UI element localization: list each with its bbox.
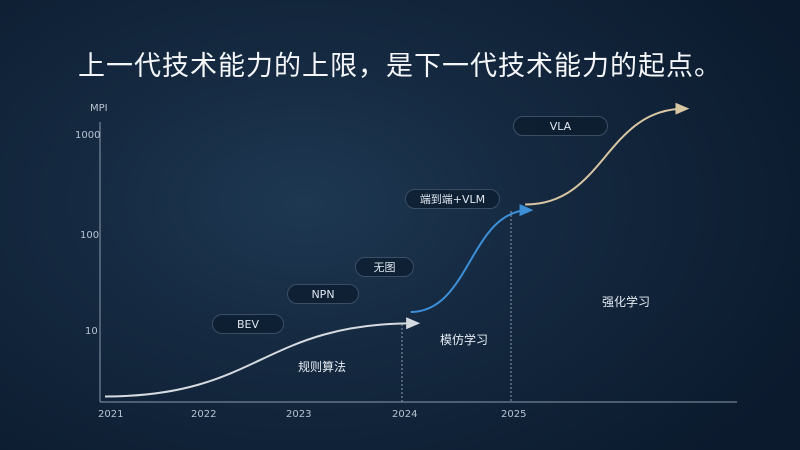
- phase-reinforcement-learning: 强化学习: [602, 295, 651, 309]
- x-tick-2023: 2023: [286, 409, 312, 420]
- milestone-vla: VLA: [513, 116, 608, 136]
- x-tick-2021: 2021: [98, 409, 124, 420]
- slide-title: 上一代技术能力的上限，是下一代技术能力的起点。: [78, 51, 722, 82]
- milestone-npn: NPN: [287, 284, 359, 304]
- x-tick-2025: 2025: [501, 409, 527, 420]
- y-tick-100: 100: [80, 230, 100, 241]
- y-tick-10: 10: [85, 326, 98, 337]
- curve-reinforcement-learning: [525, 102, 690, 206]
- x-tick-2022: 2022: [191, 409, 217, 420]
- milestone-mapless: 无图: [355, 257, 414, 277]
- milestone-bev: BEV: [212, 314, 284, 334]
- phase-rule-based: 规则算法: [298, 360, 347, 374]
- curve-imitation-learning: [410, 204, 534, 313]
- curve-rule-based: [104, 317, 421, 398]
- milestone-e2e-vlm: 端到端+VLM: [405, 189, 500, 209]
- x-tick-2024: 2024: [392, 409, 418, 420]
- y-tick-1000: 1000: [75, 130, 101, 141]
- y-axis-label: MPI: [90, 103, 108, 114]
- phase-imitation-learning: 模仿学习: [440, 333, 489, 347]
